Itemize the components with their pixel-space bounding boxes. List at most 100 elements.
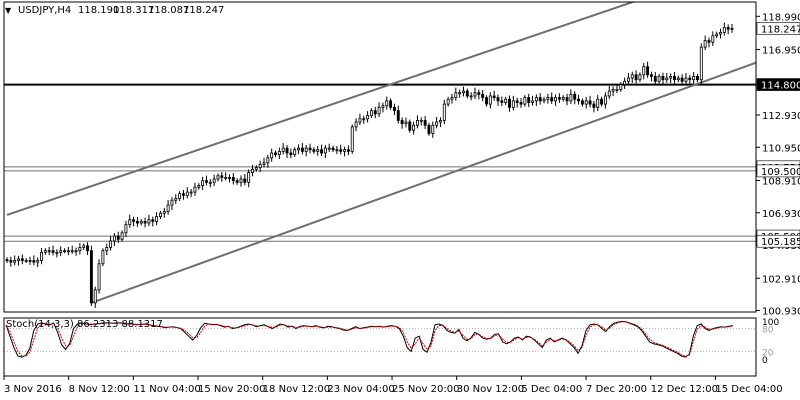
candle-body[interactable] [354,121,358,128]
candle-body[interactable] [377,106,381,115]
candle-body[interactable] [86,245,90,252]
stoch-d-line[interactable] [5,321,734,357]
candle-body[interactable] [89,250,93,304]
candle-body[interactable] [515,100,519,103]
candle-body[interactable] [722,27,726,33]
candle-body[interactable] [201,180,205,186]
candle-body[interactable] [381,105,385,108]
candle-body[interactable] [251,168,254,173]
candle-body[interactable] [270,152,274,159]
candle-body[interactable] [155,216,159,222]
candle-body[interactable] [569,93,573,102]
candle-body[interactable] [550,97,554,102]
candle-body[interactable] [688,77,692,81]
candle-body[interactable] [193,186,197,193]
candle-body[interactable] [5,259,9,262]
candle-body[interactable] [534,97,538,102]
candle-body[interactable] [730,27,734,30]
candle-body[interactable] [427,124,431,134]
candle-body[interactable] [561,97,565,100]
candle-body[interactable] [281,147,285,152]
candle-body[interactable] [435,121,439,126]
candle-body[interactable] [208,181,212,184]
candle-body[interactable] [692,76,696,81]
candle-body[interactable] [258,163,262,169]
candle-body[interactable] [320,149,324,154]
candle-body[interactable] [546,97,550,100]
candle-body[interactable] [565,97,569,102]
candle-body[interactable] [343,149,347,152]
candle-body[interactable] [43,250,47,253]
candle-body[interactable] [231,177,235,182]
candle-body[interactable] [293,149,297,156]
candle-body[interactable] [619,84,623,90]
candle-body[interactable] [488,95,492,105]
candle-body[interactable] [78,247,82,252]
candle-body[interactable] [626,77,630,82]
candle-body[interactable] [254,167,258,170]
candle-body[interactable] [481,93,485,98]
candle-body[interactable] [638,74,642,81]
candle-body[interactable] [473,92,477,97]
candle-body[interactable] [573,93,577,100]
candle-body[interactable] [224,177,228,179]
candle-body[interactable] [105,247,109,252]
channel-line-lower[interactable] [91,52,785,304]
candle-body[interactable] [143,221,147,224]
candle-body[interactable] [297,147,300,151]
candle-body[interactable] [162,211,166,214]
candle-body[interactable] [147,219,151,224]
candle-body[interactable] [630,74,634,79]
candle-body[interactable] [596,98,600,108]
candle-body[interactable] [36,260,40,263]
candle-body[interactable] [508,98,511,108]
candle-body[interactable] [277,150,281,156]
candle-body[interactable] [112,235,116,242]
candle-body[interactable] [511,100,515,108]
candle-body[interactable] [603,95,607,105]
candle-body[interactable] [300,147,304,152]
candle-body[interactable] [615,89,619,91]
candle-body[interactable] [366,115,370,120]
candle-body[interactable] [584,100,588,105]
candle-body[interactable] [262,162,266,165]
candle-body[interactable] [680,77,684,82]
stochastic-pane[interactable] [4,320,756,358]
candle-body[interactable] [592,103,596,108]
candle-body[interactable] [20,258,24,261]
candle-body[interactable] [178,193,182,199]
candle-body[interactable] [308,147,312,151]
candle-body[interactable] [538,97,542,102]
candle-body[interactable] [500,100,504,103]
candle-body[interactable] [454,92,458,98]
candle-body[interactable] [220,175,224,178]
candle-body[interactable] [653,76,657,82]
candle-body[interactable] [109,240,113,248]
candle-body[interactable] [135,221,139,224]
candle-body[interactable] [132,219,136,222]
candle-body[interactable] [346,149,350,152]
candle-body[interactable] [120,232,124,240]
candle-body[interactable] [182,193,185,196]
candle-body[interactable] [350,126,354,152]
candle-body[interactable] [634,74,638,81]
candle-body[interactable] [216,175,220,180]
candle-body[interactable] [404,121,408,125]
candle-body[interactable] [166,204,170,213]
candle-body[interactable] [669,76,673,79]
candle-body[interactable] [607,90,611,97]
candle-body[interactable] [673,76,676,81]
candle-body[interactable] [400,120,404,125]
candle-body[interactable] [707,40,711,43]
candle-body[interactable] [385,100,389,107]
candle-body[interactable] [523,97,527,105]
candle-body[interactable] [492,95,496,98]
candle-body[interactable] [9,260,13,263]
candle-body[interactable] [392,106,396,112]
candle-body[interactable] [369,110,373,116]
candle-body[interactable] [124,224,128,234]
candle-body[interactable] [696,76,699,81]
candle-body[interactable] [699,46,703,81]
candle-body[interactable] [32,260,36,263]
candle-body[interactable] [158,212,162,217]
